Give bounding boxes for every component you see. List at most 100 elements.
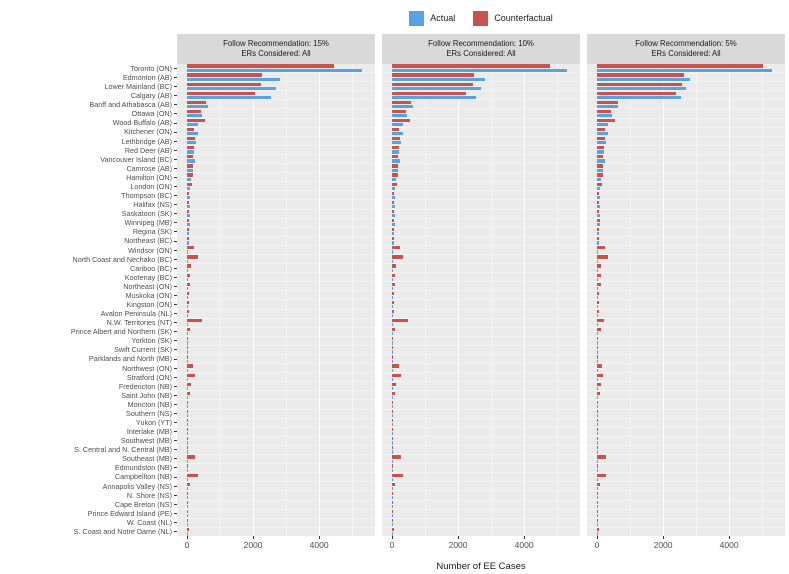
bar-counterfactual	[187, 337, 188, 341]
bar-row	[177, 355, 375, 365]
bar-counterfactual	[392, 228, 394, 232]
bar-counterfactual	[392, 291, 395, 295]
bar-row	[382, 291, 580, 301]
bar-row	[382, 100, 580, 110]
bar-actual	[187, 277, 188, 281]
bar-row	[382, 128, 580, 137]
bar-row	[587, 209, 785, 219]
bar-actual	[187, 168, 193, 172]
y-axis-label-row: Halifax (NS)	[4, 200, 177, 209]
x-axis-tick-label: 0	[184, 540, 190, 550]
y-axis-label: Cape Breton (NS)	[114, 499, 172, 509]
y-axis-label-row: Southeast (MB)	[4, 454, 177, 463]
y-axis-label: Toronto (ON)	[130, 63, 172, 73]
bar-counterfactual	[187, 82, 262, 86]
y-axis-tick-icon	[174, 213, 177, 215]
bar-row	[177, 455, 375, 465]
bar-row	[177, 100, 375, 110]
bar-actual	[597, 295, 598, 300]
y-axis-label: Red Deer (AB)	[124, 145, 172, 155]
bar-counterfactual	[187, 455, 196, 459]
bar-actual	[187, 250, 189, 254]
bar-actual	[392, 177, 396, 181]
bar-counterfactual	[187, 500, 188, 505]
gridline-major	[319, 64, 321, 536]
bar-row	[177, 464, 375, 474]
bar-actual	[392, 532, 393, 536]
x-axis-tick-icon	[319, 536, 321, 539]
bar-row	[382, 82, 580, 92]
x-axis-tick-icon	[524, 536, 526, 539]
y-axis-tick-icon	[174, 222, 177, 224]
bar-counterfactual	[597, 464, 598, 468]
legend-item-actual: Actual	[409, 10, 455, 26]
y-axis-label: Lethbridge (AB)	[121, 136, 172, 146]
bar-row	[587, 146, 785, 155]
bar-counterfactual	[187, 491, 188, 495]
bar-actual	[187, 495, 188, 500]
y-axis-tick-icon	[174, 258, 177, 260]
y-axis-label: Prince Albert and Northern (SK)	[70, 327, 172, 337]
bar-row	[587, 155, 785, 165]
bar-row	[382, 428, 580, 437]
bar-row	[587, 300, 785, 310]
bar-actual	[597, 104, 619, 109]
bar-row	[382, 282, 580, 292]
bar-row	[382, 300, 580, 310]
bar-row	[382, 191, 580, 201]
bar-counterfactual	[187, 109, 201, 114]
bar-counterfactual	[187, 237, 189, 241]
bar-actual	[597, 177, 601, 181]
bar-counterfactual	[187, 528, 189, 532]
bar-counterfactual	[597, 400, 599, 405]
gridline-major	[663, 64, 665, 536]
bar-row	[177, 82, 375, 92]
gridline-major	[458, 64, 460, 536]
bar-row	[587, 291, 785, 301]
bar-counterfactual	[392, 391, 396, 395]
bar-counterfactual	[392, 82, 473, 86]
bar-row	[177, 264, 375, 274]
bar-row	[587, 164, 785, 174]
bar-row	[587, 373, 785, 383]
x-axis-tick-icon	[187, 536, 188, 539]
y-axis-label: N. Shore (NS)	[126, 490, 172, 500]
bar-actual	[392, 295, 393, 300]
bar-row	[177, 282, 375, 292]
x-axis-tick-label: 4000	[514, 540, 534, 550]
bar-counterfactual	[597, 200, 600, 204]
y-axis-label: Wood Buffalo (AB)	[112, 118, 172, 128]
bar-row	[177, 482, 375, 492]
bar-row	[177, 500, 375, 510]
bar-row	[587, 491, 785, 501]
bar-row	[382, 391, 580, 401]
y-axis-tick-icon	[174, 231, 177, 233]
bar-counterfactual	[392, 164, 399, 168]
bar-row	[587, 364, 785, 374]
bar-actual	[392, 323, 393, 327]
bar-actual	[187, 514, 188, 518]
bar-actual	[597, 68, 773, 72]
bar-row	[382, 464, 580, 474]
y-axis-label-row: Moncton (NB)	[4, 400, 177, 409]
bar-row	[587, 118, 785, 128]
bar-row	[177, 228, 375, 237]
bar-counterfactual	[187, 428, 188, 432]
y-axis-tick-icon	[174, 403, 177, 405]
bar-counterfactual	[597, 137, 606, 141]
y-axis-tick-icon	[174, 331, 177, 333]
bar-actual	[597, 514, 598, 518]
bar-actual	[392, 141, 401, 145]
bar-actual	[392, 68, 568, 72]
bar-row	[177, 364, 375, 374]
y-axis-tick-icon	[174, 531, 177, 533]
x-axis-tick-icon	[597, 536, 598, 539]
bar-counterfactual	[392, 337, 394, 341]
bar-counterfactual	[597, 337, 599, 341]
facet-strip: Follow Recommendation: 15% ERs Considered…	[177, 34, 375, 64]
bar-counterfactual	[392, 491, 393, 495]
bar-counterfactual	[392, 364, 399, 368]
bar-counterfactual	[597, 382, 601, 386]
y-axis-label: Prince Edward Island (PE)	[87, 508, 172, 518]
bar-actual	[392, 405, 393, 409]
